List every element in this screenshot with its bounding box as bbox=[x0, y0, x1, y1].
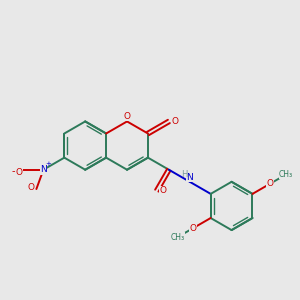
Text: O: O bbox=[159, 186, 166, 195]
Text: O: O bbox=[124, 112, 130, 121]
Text: CH₃: CH₃ bbox=[279, 170, 293, 179]
Text: O: O bbox=[267, 179, 274, 188]
Text: N: N bbox=[40, 165, 47, 174]
Text: O: O bbox=[16, 168, 23, 177]
Text: O: O bbox=[28, 183, 34, 192]
Text: H: H bbox=[181, 170, 188, 179]
Text: CH₃: CH₃ bbox=[170, 233, 184, 242]
Text: O: O bbox=[189, 224, 197, 233]
Text: +: + bbox=[46, 161, 51, 167]
Text: O: O bbox=[172, 117, 179, 126]
Text: -: - bbox=[12, 166, 15, 176]
Text: N: N bbox=[186, 173, 193, 182]
